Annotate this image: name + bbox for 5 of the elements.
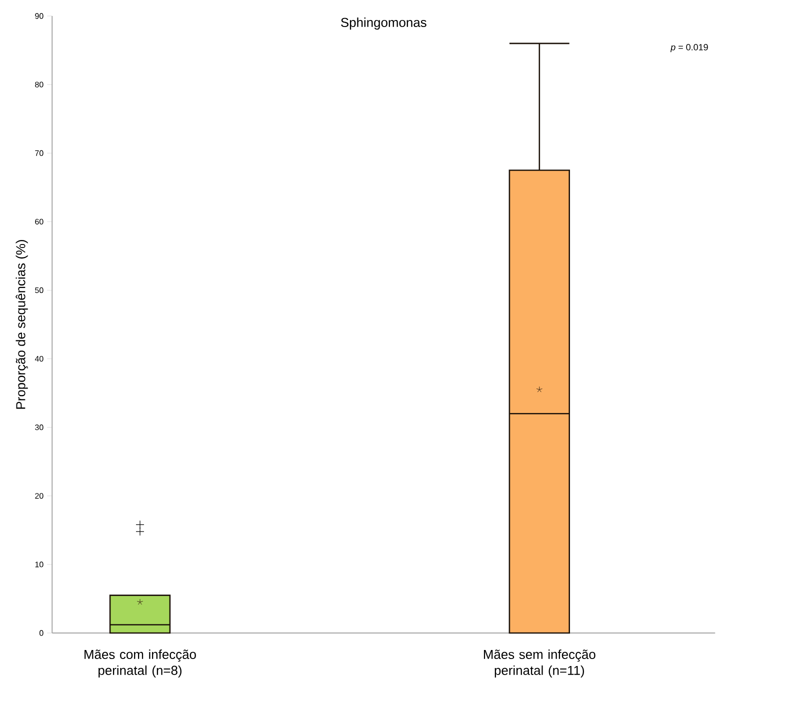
x-tick-label: Mães com infecção perinatal (n=8) xyxy=(84,650,196,678)
y-axis-title: Proporção de sequências (%) xyxy=(16,240,28,409)
chart-title: Sphingomonas xyxy=(341,18,426,30)
x-tick-label: Mães sem infecção perinatal (n=11) xyxy=(484,650,596,678)
annotation: p = 0.019 xyxy=(670,44,708,52)
